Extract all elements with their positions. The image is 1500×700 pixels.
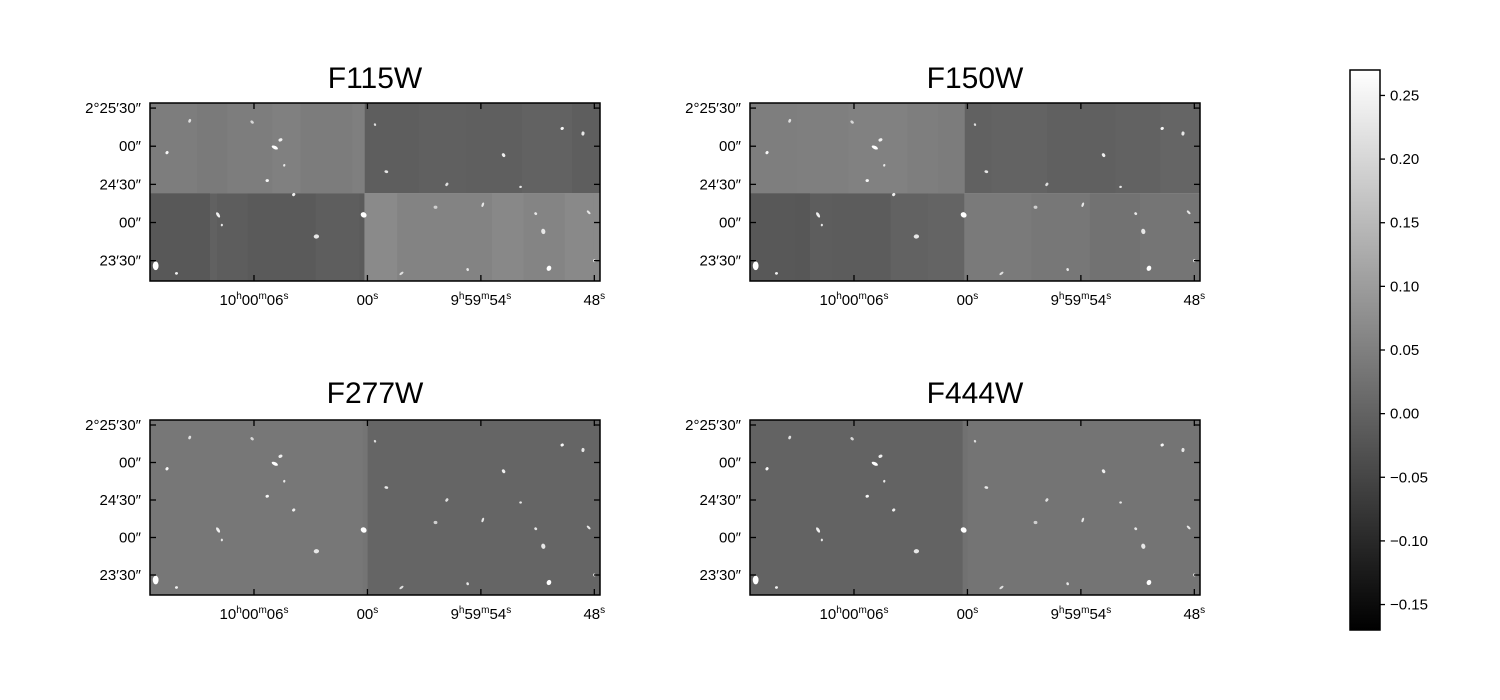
x-tick-label: 00s (357, 605, 379, 623)
y-tick-label: 24′30″ (100, 176, 142, 193)
y-tick-label: 00″ (119, 530, 142, 547)
colorbar-tick-label: −0.05 (1390, 469, 1428, 486)
y-tick-label: 24′30″ (100, 492, 142, 509)
colorbar-tick-label: 0.15 (1390, 215, 1419, 232)
x-tick-label: 9h59m54s (1051, 605, 1112, 623)
y-tick-label: 23′30″ (100, 253, 142, 270)
x-tick-label: 48s (583, 605, 605, 623)
panel-f444w: F444W 10h00m06s 00s 9h59m54s 48s 2°25′30″ 00″ 2… (685, 377, 1205, 623)
x-tick-label: 00s (957, 291, 979, 309)
y-tick-label: 00″ (719, 530, 742, 547)
y-tick-label: 00″ (119, 138, 142, 155)
y-tick-label: 24′30″ (700, 492, 742, 509)
colorbar-tick-label: 0.25 (1390, 87, 1419, 104)
y-tick-label: 2°25′30″ (85, 100, 142, 117)
y-tick-label: 23′30″ (700, 567, 742, 584)
y-tick-label: 23′30″ (100, 567, 142, 584)
source (753, 576, 759, 585)
x-tick-label: 48s (1183, 291, 1205, 309)
panel-f115w: F115W 10h00m06s 00s 9h59m54s 48s 2°25′30″ 00″ 2… (85, 62, 605, 309)
y-tick-label: 24′30″ (700, 176, 742, 193)
colorbar-gradient (1350, 70, 1380, 630)
x-tick-label: 48s (583, 291, 605, 309)
panel-title: F150W (927, 62, 1024, 95)
source (153, 261, 159, 270)
colorbar: 0.25 0.20 0.15 0.10 0.05 0.00 −0.05 −0.10 −0.15 (1350, 70, 1428, 630)
source (753, 261, 759, 270)
x-tick-label: 9h59m54s (451, 291, 512, 309)
y-tick-label: 23′30″ (700, 253, 742, 270)
image (750, 103, 1200, 281)
x-tick-label: 10h00m06s (220, 605, 289, 623)
panel-title: F277W (327, 377, 424, 410)
x-tick-label: 10h00m06s (820, 605, 889, 623)
y-tick-label: 00″ (719, 455, 742, 472)
y-tick-label: 2°25′30″ (685, 100, 742, 117)
image (150, 103, 600, 281)
source (153, 576, 159, 585)
y-tick-label: 2°25′30″ (85, 417, 142, 434)
colorbar-tick-label: 0.10 (1390, 278, 1419, 295)
panel-f277w: F277W 10h00m06s 00s 9h59m54s 48s 2°25′30″ 00″ 2… (85, 377, 605, 623)
y-tick-label: 00″ (719, 138, 742, 155)
colorbar-tick-label: 0.20 (1390, 151, 1419, 168)
y-tick-label: 00″ (719, 215, 742, 232)
image (150, 420, 600, 595)
colorbar-tick-label: −0.10 (1390, 533, 1428, 550)
panel-title: F444W (927, 377, 1024, 410)
image (750, 420, 1200, 595)
x-tick-label: 9h59m54s (451, 605, 512, 623)
x-tick-label: 48s (1183, 605, 1205, 623)
colorbar-tick-label: −0.15 (1390, 597, 1428, 614)
y-tick-label: 2°25′30″ (685, 417, 742, 434)
panels: F115W 10h00m06s 00s 9h59m54s 48s 2°25′30″ 00″ 2… (85, 62, 1205, 623)
panel-f150w: F150W 10h00m06s 00s 9h59m54s 48s 2°25′30″ 00″ 2… (685, 62, 1205, 309)
colorbar-tick-label: 0.05 (1390, 342, 1419, 359)
x-tick-label: 10h00m06s (220, 291, 289, 309)
x-tick-label: 10h00m06s (820, 291, 889, 309)
x-tick-label: 9h59m54s (1051, 291, 1112, 309)
colorbar-tick-label: 0.00 (1390, 406, 1419, 423)
x-tick-label: 00s (357, 291, 379, 309)
x-tick-label: 00s (957, 605, 979, 623)
y-tick-label: 00″ (119, 215, 142, 232)
panel-title: F115W (328, 62, 423, 95)
y-tick-label: 00″ (119, 455, 142, 472)
